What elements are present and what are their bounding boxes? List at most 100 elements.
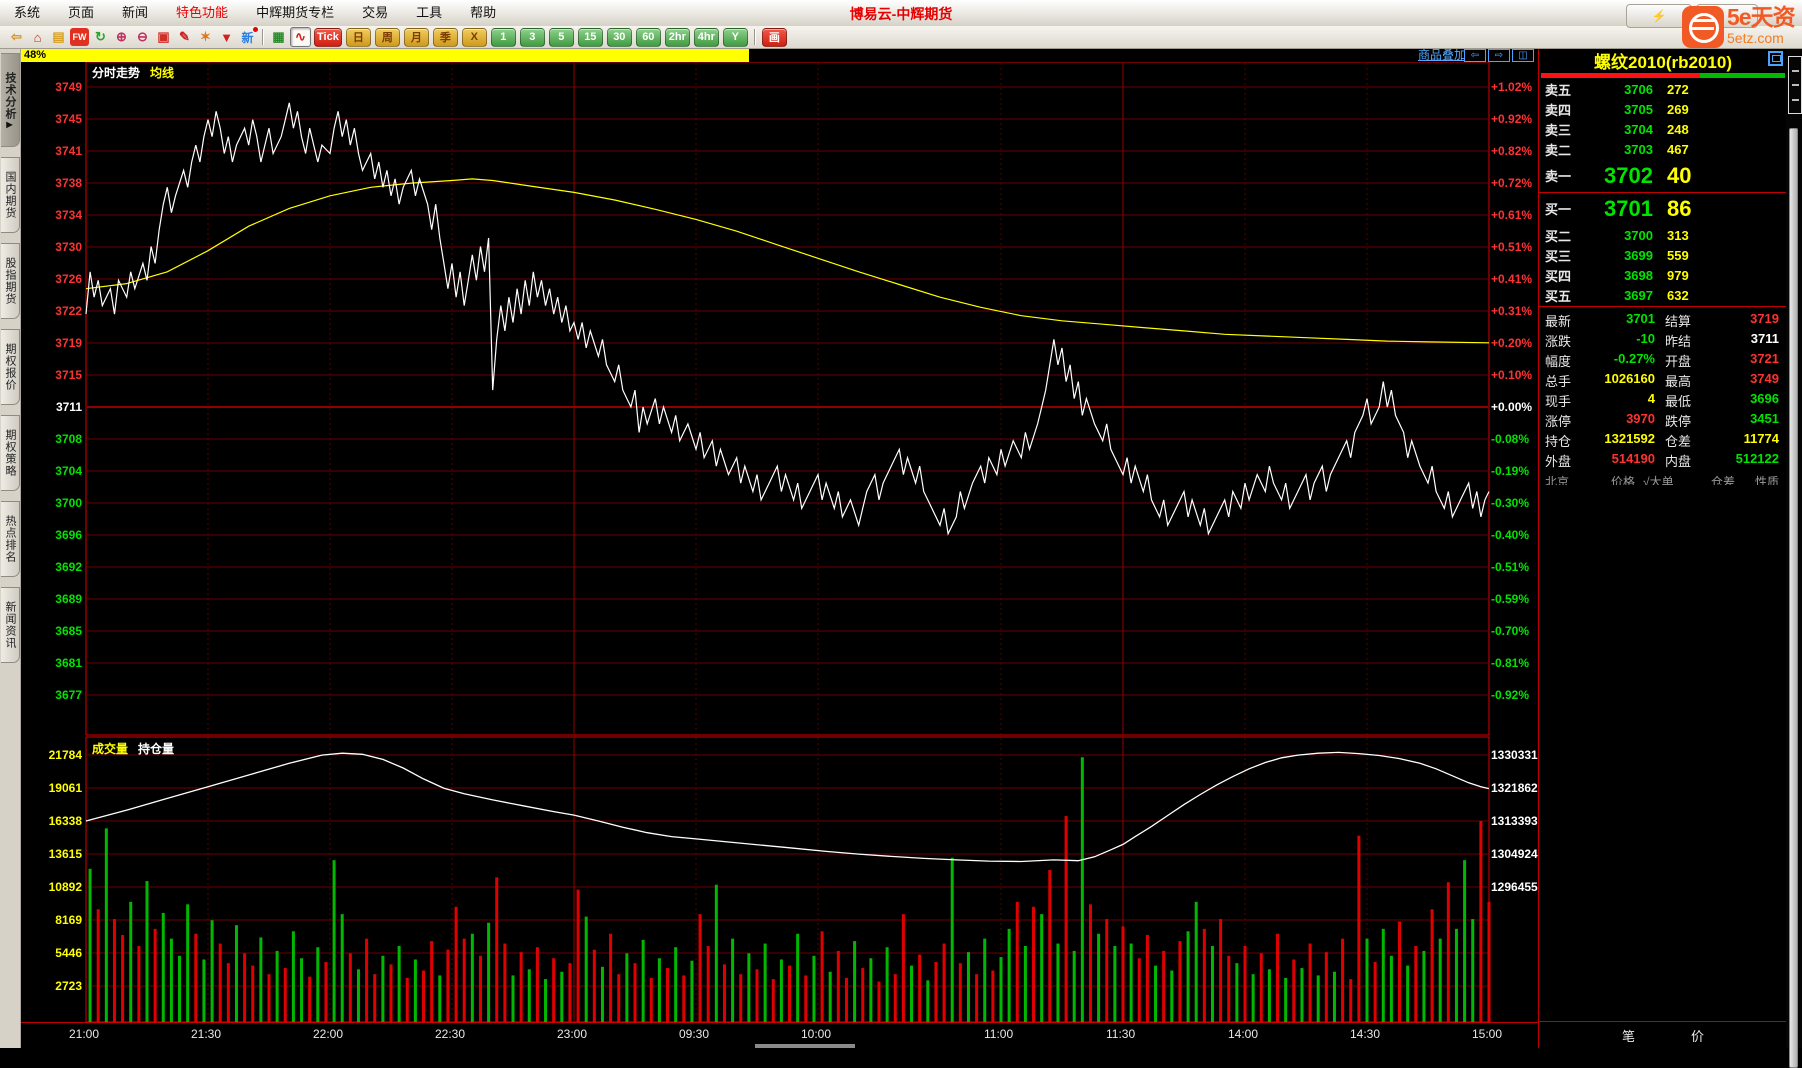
period-button-3[interactable]: 3: [519, 27, 545, 47]
ask-row[interactable]: 卖三 3704 248: [1539, 119, 1787, 139]
active-tab-arrow-icon: ▶: [6, 119, 14, 129]
bid-row[interactable]: 买四 3698 979: [1539, 265, 1787, 285]
sidebar-tab-4[interactable]: 期权策略: [1, 415, 20, 491]
bid-row[interactable]: 买五 3697 632: [1539, 285, 1787, 305]
period-button-5[interactable]: 5: [548, 27, 574, 47]
volume-bar: [1235, 963, 1239, 1022]
sidebar-tab-5[interactable]: 热点排名: [1, 501, 20, 577]
menu-item-4[interactable]: 中辉期货专栏: [256, 5, 335, 20]
prev-commodity-button[interactable]: ⇦: [1464, 49, 1486, 62]
watermark-brand: 5e天资: [1727, 4, 1796, 30]
quote-field-row: 涨跌 -10 昨结 3711: [1539, 329, 1787, 349]
period-button-2hr[interactable]: 2hr: [664, 27, 690, 47]
horizontal-scrollbar-thumb[interactable]: [755, 1044, 855, 1048]
zoom-in-icon[interactable]: ⊕: [116, 29, 127, 44]
legend-label: 均线: [150, 66, 175, 80]
menu-item-5[interactable]: 交易: [362, 5, 389, 20]
ask-row[interactable]: 卖五 3706 272: [1539, 79, 1787, 99]
field-label: 涨跌: [1545, 334, 1572, 349]
period-button-15[interactable]: 15: [577, 27, 603, 47]
fw-ticker-icon[interactable]: FW: [70, 28, 89, 46]
period-button-30[interactable]: 30: [606, 27, 632, 47]
percent-axis-label: -0.92%: [1491, 688, 1530, 702]
menu-item-2[interactable]: 新闻: [122, 5, 149, 20]
volume-bar: [666, 968, 670, 1022]
bid-label: 买一: [1545, 202, 1572, 217]
sidebar-tab-6[interactable]: 新闻资讯: [1, 587, 20, 663]
zoom-out-icon[interactable]: ⊖: [137, 29, 148, 44]
vertical-scrollbar[interactable]: [1789, 128, 1798, 1068]
quote-tab-笔[interactable]: 笔: [1621, 1028, 1635, 1044]
sidebar-tab-0[interactable]: 技术分析 ▶: [1, 53, 20, 147]
volume-bar: [1406, 965, 1410, 1022]
bid-row[interactable]: 买三 3699 559: [1539, 245, 1787, 265]
sidebar-tab-3[interactable]: 期权报价: [1, 329, 20, 405]
news-doc-icon[interactable]: ▤: [52, 29, 65, 44]
period-button-Tick[interactable]: Tick: [314, 27, 342, 47]
volume-bar: [1048, 870, 1052, 1022]
menu-item-0[interactable]: 系统: [14, 5, 41, 20]
period-button-Y[interactable]: Y: [722, 27, 748, 47]
maximize-icon[interactable]: [1768, 51, 1783, 66]
tick-list-area[interactable]: [1539, 485, 1787, 1021]
sidebar-tab-2[interactable]: 股指期货: [1, 243, 20, 319]
volume-bar: [300, 958, 304, 1022]
bid-price: 3699: [1624, 247, 1653, 263]
period-button-季[interactable]: 季: [432, 27, 458, 47]
volume-bar: [1479, 820, 1483, 1022]
volume-bar: [161, 912, 165, 1022]
menu-item-3[interactable]: 特色功能: [176, 5, 229, 20]
field-label: 昨结: [1665, 334, 1692, 349]
bid-row[interactable]: 买一 3701 86: [1539, 192, 1787, 225]
menu-item-6[interactable]: 工具: [416, 5, 443, 20]
volume-bar: [129, 901, 133, 1022]
volume-axis-label: 16338: [48, 814, 82, 828]
volume-bar: [1414, 946, 1418, 1022]
period-button-日[interactable]: 日: [345, 27, 371, 47]
period-button-60[interactable]: 60: [635, 27, 661, 47]
volume-bar: [690, 960, 694, 1022]
commodity-overlay-link[interactable]: 商品叠加: [1418, 48, 1467, 62]
progress-fill: [20, 49, 749, 62]
chart-icon[interactable]: ∿: [290, 27, 311, 47]
filter-icon[interactable]: ▼: [220, 29, 233, 45]
alert-icon[interactable]: ✶: [200, 29, 211, 44]
period-button-4hr[interactable]: 4hr: [693, 27, 719, 47]
bid-row[interactable]: 买二 3700 313: [1539, 225, 1787, 245]
overlay-compare-icon[interactable]: ▣: [157, 29, 170, 44]
refresh-icon[interactable]: ↻: [95, 29, 106, 44]
percent-axis-label: +0.92%: [1491, 112, 1533, 126]
menu-item-1[interactable]: 页面: [68, 5, 95, 20]
field-value: 3719: [1750, 311, 1779, 326]
collapsed-panel-tab[interactable]: [1788, 56, 1802, 114]
draw-line-icon[interactable]: ✎: [179, 29, 190, 44]
bid-label: 买三: [1545, 248, 1572, 264]
ask-row[interactable]: 卖四 3705 269: [1539, 99, 1787, 119]
period-button-1[interactable]: 1: [490, 27, 516, 47]
volume-bar: [1210, 946, 1214, 1022]
paint-mode-button[interactable]: 画: [761, 27, 787, 47]
quote-board-icon[interactable]: ▦: [272, 29, 285, 44]
volume-axis-label: 19061: [48, 781, 82, 795]
ask-row[interactable]: 卖二 3703 467: [1539, 139, 1787, 159]
volume-bar: [983, 938, 987, 1022]
back-icon[interactable]: ⇦: [11, 29, 22, 44]
split-view-button[interactable]: ◫: [1512, 49, 1534, 62]
next-commodity-button[interactable]: ⇨: [1488, 49, 1510, 62]
volume-bar: [1389, 955, 1393, 1022]
percent-axis-label: +0.10%: [1491, 368, 1533, 382]
period-button-X[interactable]: X: [461, 27, 487, 47]
field-label: 开盘: [1665, 354, 1692, 369]
home-icon[interactable]: ⌂: [33, 29, 42, 45]
new-feature-icon[interactable]: 新: [238, 27, 258, 46]
contract-title: 螺纹2010(rb2010): [1594, 52, 1732, 72]
quote-tab-价[interactable]: 价: [1691, 1028, 1705, 1044]
period-button-月[interactable]: 月: [403, 27, 429, 47]
ask-row[interactable]: 卖一 3702 40: [1539, 159, 1787, 192]
menu-bar: 系统 页面 新闻 特色功能 中辉期货专栏 交易 工具 帮助: [0, 0, 1802, 27]
sidebar-tab-1[interactable]: 国内期货: [1, 157, 20, 233]
bid-label: 买二: [1545, 228, 1572, 244]
timeshare-chart[interactable]: [20, 48, 1538, 1048]
menu-item-7[interactable]: 帮助: [470, 5, 497, 20]
period-button-周[interactable]: 周: [374, 27, 400, 47]
